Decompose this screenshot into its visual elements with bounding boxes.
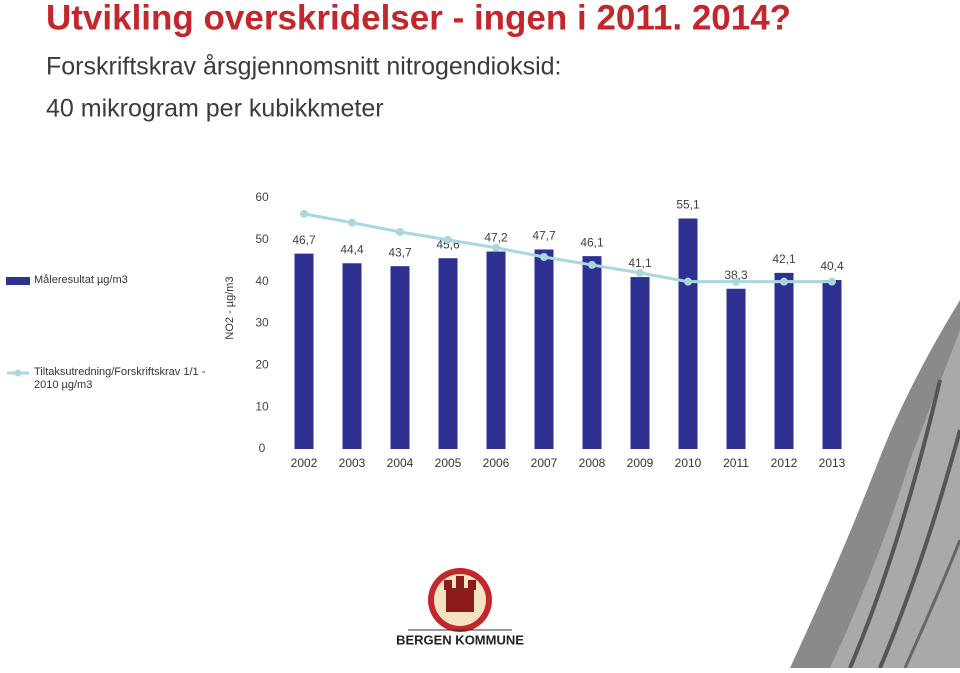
- x-tick-label: 2002: [291, 456, 318, 470]
- x-tick-label: 2012: [771, 456, 798, 470]
- line-marker: [540, 252, 548, 261]
- line-marker: [300, 209, 308, 218]
- data-label: 46,7: [292, 233, 316, 247]
- line-marker: [732, 277, 740, 286]
- x-tick-label: 2007: [531, 456, 558, 470]
- bar: [342, 263, 362, 449]
- line-marker: [684, 277, 692, 286]
- line-marker: [492, 243, 500, 252]
- line-marker: [780, 277, 788, 286]
- legend-label: Tiltaksutredning/Forskriftskrav 1/1 - 20…: [34, 366, 206, 391]
- bar: [630, 277, 650, 449]
- data-label: 40,4: [820, 259, 844, 273]
- bar: [678, 218, 698, 449]
- data-label: 46,1: [580, 235, 604, 249]
- bar: [438, 258, 458, 449]
- line-marker: [444, 235, 452, 244]
- y-tick-label: 30: [255, 316, 269, 330]
- bar: [294, 253, 314, 449]
- bar: [582, 256, 602, 449]
- data-label: 47,2: [484, 231, 508, 245]
- data-label: 43,7: [388, 245, 412, 259]
- data-label: 44,4: [340, 242, 364, 256]
- bar: [390, 266, 410, 449]
- bar: [534, 249, 554, 449]
- legend-swatch: [6, 277, 30, 285]
- y-tick-label: 50: [255, 232, 269, 246]
- data-label: 38,3: [724, 268, 748, 282]
- legend-label: Måleresultat µg/m3: [34, 274, 128, 286]
- legend-swatch: [14, 369, 22, 377]
- bar: [726, 288, 746, 449]
- legend-entry: Måleresultat µg/m3: [34, 274, 128, 286]
- background-photo: [790, 300, 960, 669]
- x-tick-label: 2011: [723, 456, 749, 470]
- y-tick-label: 20: [255, 358, 269, 372]
- data-label: 42,1: [772, 252, 796, 266]
- data-label: 55,1: [676, 198, 700, 212]
- line-marker: [636, 268, 644, 277]
- bar: [822, 279, 842, 449]
- slide-title: Utvikling overskridelser - ingen i 2011.…: [46, 0, 791, 37]
- y-axis-label: NO2 - µg/m3: [224, 276, 236, 339]
- subtitle: 40 mikrogram per kubikkmeter: [46, 95, 384, 123]
- data-label: 41,1: [628, 256, 652, 270]
- x-tick-label: 2006: [483, 456, 510, 470]
- line-marker: [588, 260, 596, 269]
- x-tick-label: 2004: [387, 456, 414, 470]
- line-marker: [396, 227, 404, 236]
- y-tick-label: 0: [259, 441, 266, 455]
- x-tick-label: 2013: [819, 456, 846, 470]
- x-tick-label: 2005: [435, 456, 462, 470]
- x-tick-label: 2009: [627, 456, 654, 470]
- logo-text: BERGEN KOMMUNE: [396, 632, 524, 647]
- legend-entry: Tiltaksutredning/Forskriftskrav 1/1 - 20…: [34, 366, 206, 391]
- line: [303, 212, 832, 284]
- line-marker: [348, 218, 356, 227]
- x-tick-label: 2008: [579, 456, 606, 470]
- y-tick-label: 10: [255, 399, 269, 413]
- logo: [408, 568, 512, 632]
- y-tick-label: 40: [255, 274, 269, 288]
- line-marker: [828, 277, 836, 286]
- y-tick-label: 60: [255, 190, 269, 204]
- bar: [486, 251, 506, 449]
- subtitle: Forskriftskrav årsgjennomsnitt nitrogend…: [46, 53, 561, 81]
- x-tick-label: 2003: [339, 456, 366, 470]
- x-tick-label: 2010: [675, 456, 702, 470]
- data-label: 47,7: [532, 229, 556, 243]
- bar: [774, 272, 794, 449]
